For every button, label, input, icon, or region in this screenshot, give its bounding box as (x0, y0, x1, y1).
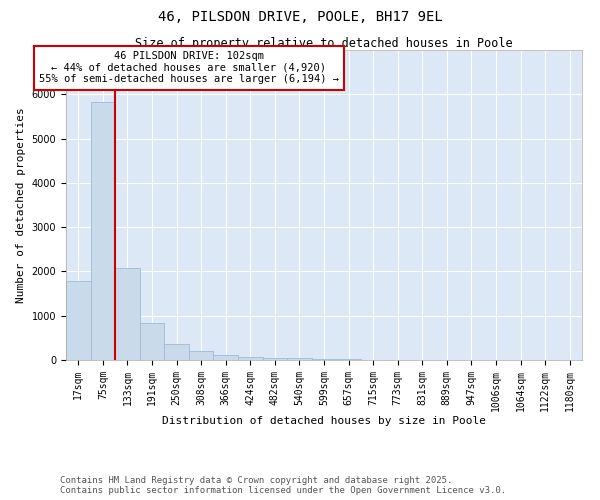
Y-axis label: Number of detached properties: Number of detached properties (16, 107, 26, 303)
Bar (312, 359, 336, 360)
Bar (287, 358, 312, 360)
Text: 46, PILSDON DRIVE, POOLE, BH17 9EL: 46, PILSDON DRIVE, POOLE, BH17 9EL (158, 10, 442, 24)
Bar (263, 358, 287, 360)
Bar (164, 344, 189, 360)
Bar (66, 281, 91, 360)
Bar (189, 351, 214, 360)
Text: 46 PILSDON DRIVE: 102sqm
← 44% of detached houses are smaller (4,920)
55% of sem: 46 PILSDON DRIVE: 102sqm ← 44% of detach… (39, 51, 339, 84)
Bar (140, 323, 164, 360)
Text: Contains HM Land Registry data © Crown copyright and database right 2025.
Contai: Contains HM Land Registry data © Crown c… (60, 476, 506, 495)
Bar (238, 357, 263, 360)
Title: Size of property relative to detached houses in Poole: Size of property relative to detached ho… (135, 37, 513, 50)
Bar (91, 102, 115, 360)
Bar (115, 268, 140, 360)
X-axis label: Distribution of detached houses by size in Poole: Distribution of detached houses by size … (162, 416, 486, 426)
Bar (214, 355, 238, 360)
